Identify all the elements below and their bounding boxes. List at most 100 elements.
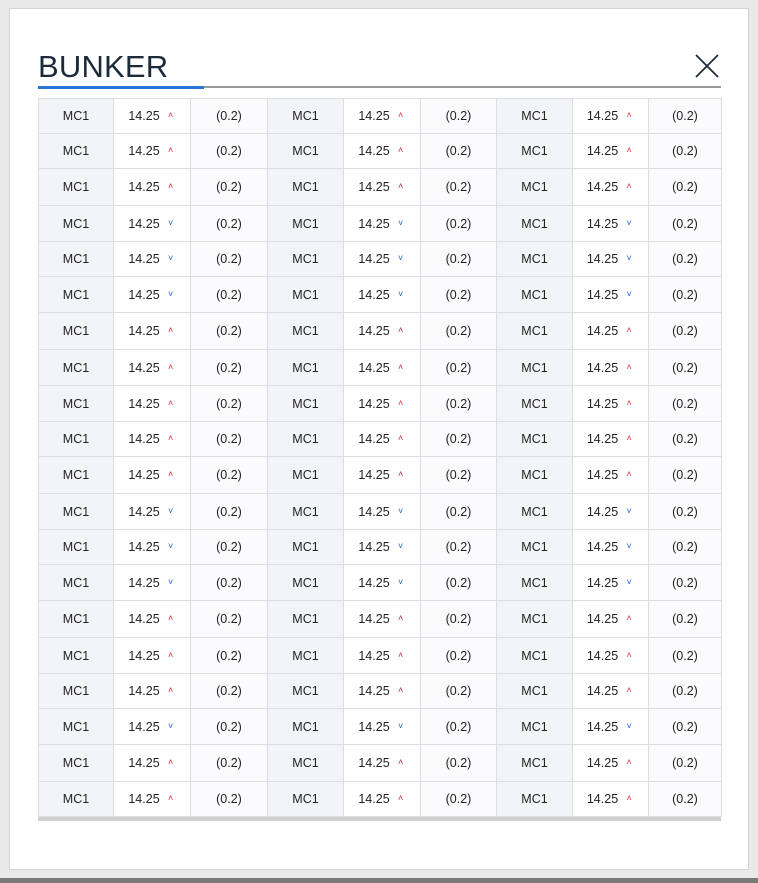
arrow-up-icon: ˄	[626, 793, 632, 803]
table-row[interactable]: MC1 14.25 ˄ (0.2) MC1 14.25 ˄ (0.2) MC1 14.25 ˄ (0.…	[38, 98, 722, 134]
price-value: 14.25	[586, 396, 619, 411]
arrow-down-icon: ˅	[168, 720, 174, 731]
arrow-up-icon: ˄	[168, 469, 174, 479]
change-cell: (0.2)	[420, 385, 497, 422]
table-row[interactable]: MC1 14.25 ˅ (0.2) MC1 14.25 ˅ (0.2) MC1 14.25 ˅ (0.…	[38, 564, 722, 601]
arrow-up-icon: ˄	[168, 649, 174, 660]
price-cell: 14.25 ˄	[113, 673, 191, 709]
arrow-up-icon: ˄	[626, 145, 632, 155]
table-row[interactable]: MC1 14.25 ˄ (0.2) MC1 14.25 ˄ (0.2) MC1 14.25 ˄ (0.…	[38, 133, 722, 169]
code-cell: MC1	[267, 421, 344, 457]
change-cell: (0.2)	[190, 276, 268, 313]
close-button[interactable]	[694, 53, 720, 79]
price-cell: 14.25 ˄	[572, 781, 649, 817]
price-value: 14.25	[128, 684, 160, 698]
arrow-down-icon: ˅	[168, 253, 174, 263]
table-row[interactable]: MC1 14.25 ˄ (0.2) MC1 14.25 ˄ (0.2) MC1 14.25 ˄ (0.…	[38, 168, 722, 206]
table-row[interactable]: MC1 14.25 ˅ (0.2) MC1 14.25 ˅ (0.2) MC1 14.25 ˅ (0.…	[38, 241, 722, 277]
price-value: 14.25	[586, 216, 619, 231]
price-value: 14.25	[358, 252, 390, 266]
table-row[interactable]: MC1 14.25 ˄ (0.2) MC1 14.25 ˄ (0.2) MC1 14.25 ˄ (0.…	[38, 637, 722, 674]
arrow-down-icon: ˅	[398, 720, 404, 731]
price-cell: 14.25 ˄	[572, 600, 649, 638]
change-cell: (0.2)	[648, 564, 722, 601]
price-value: 14.25	[358, 432, 390, 446]
code-cell: MC1	[496, 637, 573, 674]
code-cell: MC1	[38, 312, 114, 350]
price-value: 14.25	[586, 756, 619, 770]
price-value: 14.25	[358, 287, 390, 302]
change-cell: (0.2)	[648, 421, 722, 457]
table-row[interactable]: MC1 14.25 ˄ (0.2) MC1 14.25 ˄ (0.2) MC1 14.25 ˄ (0.…	[38, 349, 722, 386]
price-cell: 14.25 ˄	[343, 349, 421, 386]
table-row[interactable]: MC1 14.25 ˄ (0.2) MC1 14.25 ˄ (0.2) MC1 14.25 ˄ (0.…	[38, 456, 722, 494]
code-cell: MC1	[267, 673, 344, 709]
table-row[interactable]: MC1 14.25 ˄ (0.2) MC1 14.25 ˄ (0.2) MC1 14.25 ˄ (0.…	[38, 421, 722, 457]
table-row[interactable]: MC1 14.25 ˅ (0.2) MC1 14.25 ˅ (0.2) MC1 14.25 ˅ (0.…	[38, 205, 722, 242]
price-cell: 14.25 ˄	[343, 673, 421, 709]
arrow-down-icon: ˅	[398, 253, 404, 263]
price-cell: 14.25 ˄	[343, 637, 421, 674]
price-cell: 14.25 ˄	[343, 168, 421, 206]
price-cell: 14.25 ˄	[113, 637, 191, 674]
price-cell: 14.25 ˄	[113, 385, 191, 422]
change-cell: (0.2)	[190, 312, 268, 350]
change-cell: (0.2)	[648, 168, 722, 206]
price-value: 14.25	[586, 612, 619, 626]
change-cell: (0.2)	[420, 708, 497, 745]
arrow-up-icon: ˄	[626, 469, 632, 479]
arrow-down-icon: ˅	[168, 288, 174, 299]
code-cell: MC1	[38, 349, 114, 386]
price-cell: 14.25 ˅	[572, 241, 649, 277]
arrow-down-icon: ˅	[398, 217, 404, 228]
arrow-up-icon: ˄	[398, 325, 404, 335]
table-row[interactable]: MC1 14.25 ˄ (0.2) MC1 14.25 ˄ (0.2) MC1 14.25 ˄ (0.…	[38, 600, 722, 638]
price-cell: 14.25 ˅	[113, 708, 191, 745]
arrow-up-icon: ˄	[626, 325, 632, 335]
change-cell: (0.2)	[648, 385, 722, 422]
change-cell: (0.2)	[190, 529, 268, 565]
change-cell: (0.2)	[648, 98, 722, 134]
table-row[interactable]: MC1 14.25 ˅ (0.2) MC1 14.25 ˅ (0.2) MC1 14.25 ˅ (0.…	[38, 708, 722, 745]
code-cell: MC1	[267, 168, 344, 206]
code-cell: MC1	[267, 385, 344, 422]
close-icon	[695, 54, 719, 78]
price-cell: 14.25 ˄	[113, 133, 191, 169]
table-row[interactable]: MC1 14.25 ˅ (0.2) MC1 14.25 ˅ (0.2) MC1 14.25 ˅ (0.…	[38, 276, 722, 313]
price-value: 14.25	[586, 432, 619, 446]
price-value: 14.25	[358, 756, 390, 770]
price-value: 14.25	[128, 216, 160, 231]
code-cell: MC1	[267, 493, 344, 530]
title-underline-accent	[38, 86, 204, 89]
code-cell: MC1	[496, 781, 573, 817]
arrow-up-icon: ˄	[168, 757, 174, 767]
price-cell: 14.25 ˅	[343, 493, 421, 530]
table-row[interactable]: MC1 14.25 ˄ (0.2) MC1 14.25 ˄ (0.2) MC1 14.25 ˄ (0.…	[38, 781, 722, 817]
change-cell: (0.2)	[420, 421, 497, 457]
code-cell: MC1	[267, 744, 344, 782]
price-value: 14.25	[128, 360, 160, 375]
price-value: 14.25	[128, 540, 160, 554]
change-cell: (0.2)	[190, 349, 268, 386]
table-row[interactable]: MC1 14.25 ˄ (0.2) MC1 14.25 ˄ (0.2) MC1 14.25 ˄ (0.…	[38, 312, 722, 350]
price-cell: 14.25 ˅	[343, 241, 421, 277]
table-row[interactable]: MC1 14.25 ˄ (0.2) MC1 14.25 ˄ (0.2) MC1 14.25 ˄ (0.…	[38, 673, 722, 709]
price-cell: 14.25 ˄	[113, 781, 191, 817]
arrow-down-icon: ˅	[626, 505, 632, 516]
change-cell: (0.2)	[420, 241, 497, 277]
code-cell: MC1	[267, 98, 344, 134]
change-cell: (0.2)	[420, 564, 497, 601]
code-cell: MC1	[38, 385, 114, 422]
table-row[interactable]: MC1 14.25 ˄ (0.2) MC1 14.25 ˄ (0.2) MC1 14.25 ˄ (0.…	[38, 744, 722, 782]
price-value: 14.25	[128, 396, 160, 411]
table-row[interactable]: MC1 14.25 ˅ (0.2) MC1 14.25 ˅ (0.2) MC1 14.25 ˅ (0.…	[38, 493, 722, 530]
table-row[interactable]: MC1 14.25 ˅ (0.2) MC1 14.25 ˅ (0.2) MC1 14.25 ˅ (0.…	[38, 529, 722, 565]
price-cell: 14.25 ˄	[113, 168, 191, 206]
change-cell: (0.2)	[420, 744, 497, 782]
price-cell: 14.25 ˄	[343, 385, 421, 422]
price-value: 14.25	[128, 612, 160, 626]
change-cell: (0.2)	[190, 637, 268, 674]
change-cell: (0.2)	[648, 456, 722, 494]
table-row[interactable]: MC1 14.25 ˄ (0.2) MC1 14.25 ˄ (0.2) MC1 14.25 ˄ (0.…	[38, 385, 722, 422]
change-cell: (0.2)	[420, 673, 497, 709]
